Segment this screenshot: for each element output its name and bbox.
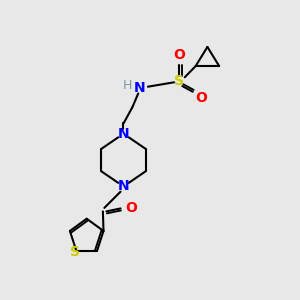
Text: O: O: [173, 48, 185, 62]
Text: O: O: [195, 91, 207, 105]
Text: N: N: [118, 179, 129, 194]
Text: N: N: [118, 127, 129, 141]
Text: H: H: [123, 79, 132, 92]
Text: O: O: [125, 201, 137, 215]
Text: S: S: [70, 245, 80, 259]
Text: S: S: [174, 74, 184, 88]
Text: N: N: [134, 81, 146, 95]
